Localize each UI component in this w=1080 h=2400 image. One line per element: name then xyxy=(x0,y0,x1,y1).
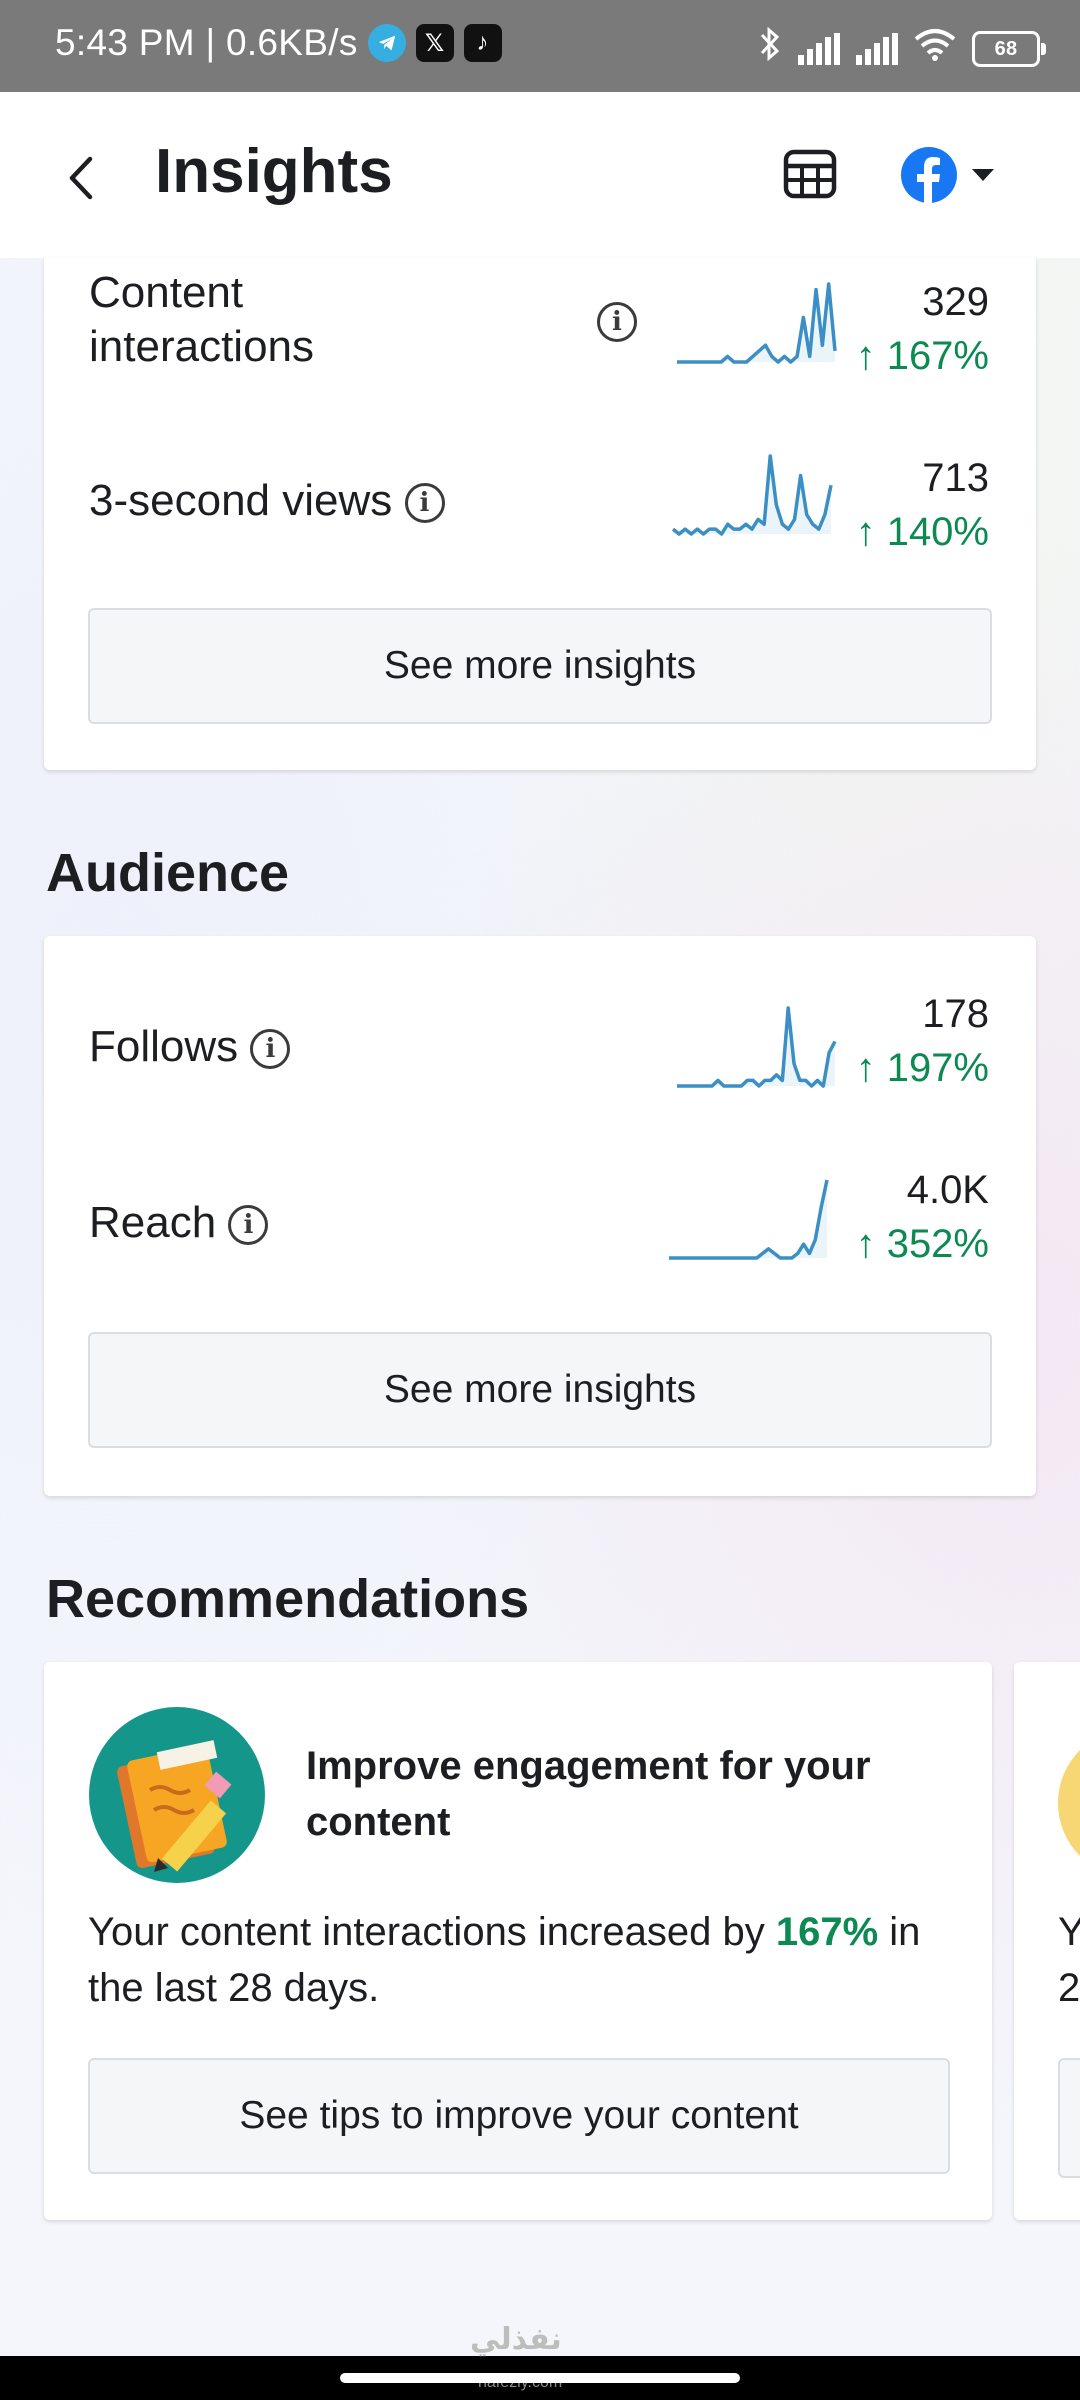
signal-icon-sim2 xyxy=(856,32,898,65)
metric-label: Reach xyxy=(89,1198,217,1247)
sparkline-line xyxy=(677,282,837,364)
see-more-insights-button[interactable]: See more insights xyxy=(88,608,992,724)
info-icon[interactable]: i xyxy=(597,302,637,342)
info-icon[interactable]: i xyxy=(250,1029,291,1070)
watermark: نفذلي xyxy=(470,2323,562,2356)
recommendation-body-text: Your content interactions increased by xyxy=(88,1910,765,1954)
telegram-icon xyxy=(367,24,406,62)
x-icon: 𝕏 xyxy=(415,24,454,62)
see-tips-button[interactable]: See tips to improve your content xyxy=(88,2058,950,2174)
metric-value: 713 xyxy=(922,456,989,500)
metric-label-line2: interactions xyxy=(89,322,315,371)
metric-3-second-views[interactable]: 3-second views i 713 ↑ 140% xyxy=(89,442,989,562)
facebook-icon xyxy=(901,147,957,203)
sparkline-follows xyxy=(677,1006,837,1088)
sparkline-line xyxy=(671,454,833,536)
metric-value: 178 xyxy=(922,992,989,1036)
sparkline-area xyxy=(677,1008,835,1086)
wifi-icon xyxy=(914,27,956,70)
section-title-audience: Audience xyxy=(46,843,290,903)
metric-label: Follows xyxy=(89,1022,239,1071)
recommendation-illustration xyxy=(1058,1728,1080,1878)
recommendation-body-suffix: in the last 28 days. xyxy=(88,1910,921,2010)
table-icon xyxy=(783,149,837,199)
metric-change: ↑ 140% xyxy=(855,510,989,554)
metric-change: ↑ 167% xyxy=(855,334,989,378)
status-time-speed: 5:43 PM | 0.6KB/s xyxy=(55,22,358,63)
metric-value: 4.0K xyxy=(906,1168,989,1212)
account-switcher[interactable] xyxy=(900,144,1010,206)
sparkline-reach xyxy=(669,1179,829,1260)
export-table-button[interactable] xyxy=(780,144,840,204)
sparkline-3-second-views xyxy=(671,454,833,536)
metric-change: ↑ 352% xyxy=(855,1222,989,1266)
back-button[interactable] xyxy=(56,138,106,218)
caret-down-icon xyxy=(972,169,994,181)
home-gesture-bar[interactable] xyxy=(340,2373,740,2383)
chevron-left-icon xyxy=(69,156,93,200)
notebook-pencil-illustration xyxy=(88,1706,266,1884)
metric-follows[interactable]: Follows i 178 ↑ 197% xyxy=(89,992,989,1112)
battery-icon: 68 xyxy=(972,30,1046,67)
bluetooth-icon xyxy=(758,26,782,71)
metric-value: 329 xyxy=(922,280,989,324)
next-card-text-line1: Y xyxy=(1058,1910,1080,1954)
sparkline-area xyxy=(673,456,831,534)
tiktok-icon: ♪ xyxy=(463,24,502,62)
recommendation-card[interactable]: Improve engagement for your content Your… xyxy=(44,1662,992,2220)
recommendation-body: Your content interactions increased by 1… xyxy=(88,1904,948,2016)
metric-label: Content xyxy=(89,268,244,317)
app-header: Insights xyxy=(0,92,1080,258)
sparkline-line xyxy=(677,1006,837,1088)
metric-reach[interactable]: Reach i 4.0K ↑ 352% xyxy=(89,1168,989,1288)
audience-card: Follows i 178 ↑ 197% Reach i 4.0K ↑ 352%… xyxy=(44,936,1036,1496)
next-card-text-line2: 2 xyxy=(1058,1966,1080,2010)
sparkline-line xyxy=(669,1179,829,1260)
info-icon[interactable]: i xyxy=(404,483,445,524)
section-title-recommendations: Recommendations xyxy=(46,1569,530,1629)
recommendation-highlight: 167% xyxy=(775,1910,879,1954)
see-more-insights-button[interactable]: See more insights xyxy=(88,1332,992,1448)
status-bar: 5:43 PM | 0.6KB/s 𝕏 ♪ 68 xyxy=(0,0,1080,92)
recommendation-title: Improve engagement for your content xyxy=(306,1744,871,1844)
content-insights-card: Content interactions i 329 ↑ 167% 3-seco… xyxy=(44,258,1036,770)
metric-content-interactions[interactable]: Content interactions i 329 ↑ 167% xyxy=(89,266,989,386)
sparkline-content-interactions xyxy=(677,282,837,364)
page-title: Insights xyxy=(155,137,393,206)
metric-label: 3-second views xyxy=(89,476,393,525)
info-icon[interactable]: i xyxy=(228,1205,269,1246)
next-card-button[interactable] xyxy=(1058,2058,1080,2178)
recommendation-card-next[interactable]: Y 2 xyxy=(1014,1662,1080,2220)
signal-icon-sim1 xyxy=(798,32,840,65)
metric-change: ↑ 197% xyxy=(855,1046,989,1090)
